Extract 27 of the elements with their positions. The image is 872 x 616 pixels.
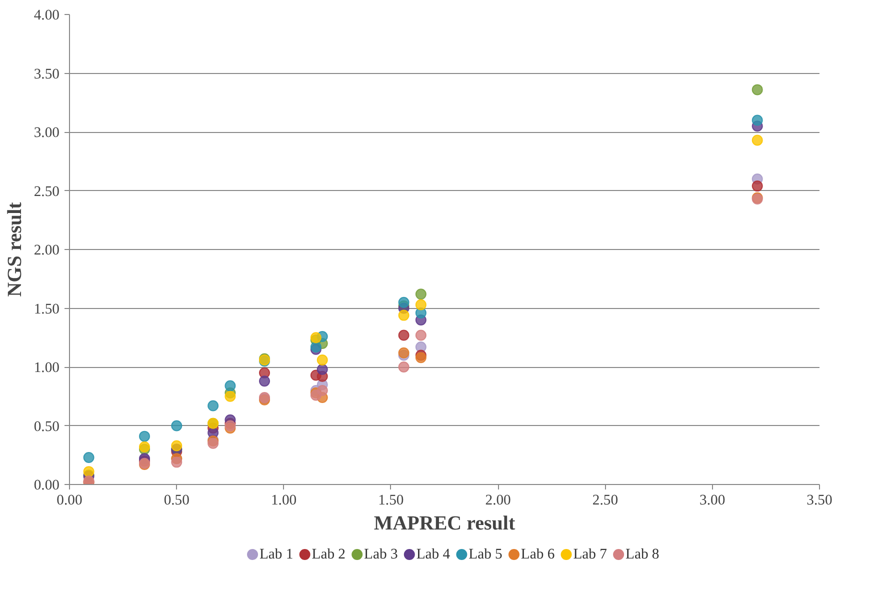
legend-label: Lab 2 xyxy=(312,546,346,562)
legend-label: Lab 4 xyxy=(416,546,451,562)
y-tick-label: 2.50 xyxy=(34,184,60,200)
x-tick-label: 3.50 xyxy=(806,492,832,508)
y-tick-label: 2.00 xyxy=(34,242,60,258)
y-tick-label: 1.00 xyxy=(34,360,60,376)
x-tick-label: 1.00 xyxy=(270,492,297,508)
legend-label: Lab 3 xyxy=(364,546,398,562)
y-tick-label: 3.50 xyxy=(34,66,60,82)
x-tick-label: 0.00 xyxy=(56,492,82,508)
x-tick-label: 0.50 xyxy=(164,492,190,508)
y-axis-title: NGS result xyxy=(4,202,26,297)
y-tick-label: 1.50 xyxy=(34,301,60,318)
y-tick-label: 3.00 xyxy=(34,125,60,141)
legend-label: Lab 7 xyxy=(573,546,607,562)
x-tick-label: 2.00 xyxy=(485,492,511,508)
y-tick-label: 0.00 xyxy=(34,478,60,494)
x-tick-label: 2.50 xyxy=(592,492,618,508)
x-tick-label: 1.50 xyxy=(378,492,404,508)
x-axis-title: MAPREC result xyxy=(374,512,516,534)
y-tick-label: 4.00 xyxy=(34,8,60,24)
y-tick-label: 0.50 xyxy=(34,418,60,435)
legend-label: Lab 5 xyxy=(468,546,502,562)
x-tick-label: 3.00 xyxy=(700,492,726,508)
legend-label: Lab 8 xyxy=(625,546,660,562)
legend-label: Lab 6 xyxy=(520,546,555,562)
legend-label: Lab 1 xyxy=(259,546,294,562)
